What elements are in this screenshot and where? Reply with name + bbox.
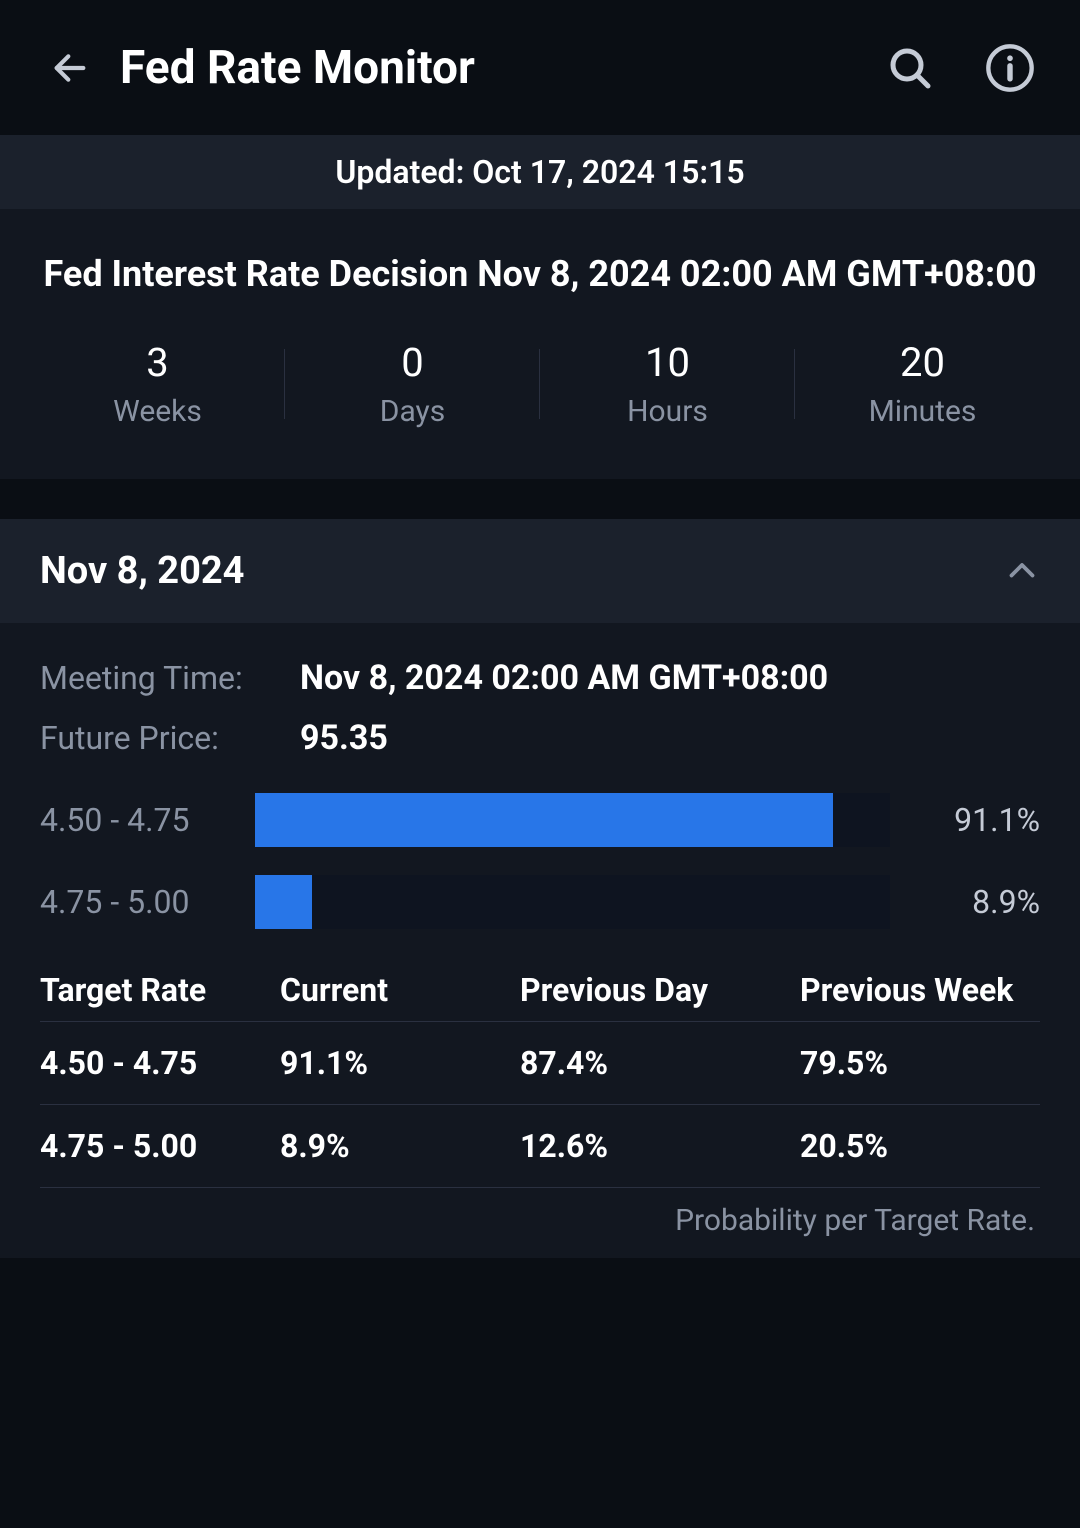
countdown-hours: 10 Hours xyxy=(540,339,795,429)
countdown-value: 0 xyxy=(285,339,540,386)
info-icon xyxy=(984,42,1036,94)
countdown-label: Minutes xyxy=(795,394,1050,429)
bar-track xyxy=(255,875,890,929)
meeting-time-value: Nov 8, 2024 02:00 AM GMT+08:00 xyxy=(300,658,828,698)
decision-title: Fed Interest Rate Decision Nov 8, 2024 0… xyxy=(30,249,1050,299)
table-header: Target Rate Current Previous Day Previou… xyxy=(40,959,1040,1022)
bar-range-label: 4.75 - 5.00 xyxy=(40,883,255,921)
td-range: 4.75 - 5.00 xyxy=(40,1127,280,1165)
countdown-label: Days xyxy=(285,394,540,429)
meeting-date-header[interactable]: Nov 8, 2024 xyxy=(0,519,1080,623)
countdown-weeks: 3 Weeks xyxy=(30,339,285,429)
td-prev-week: 79.5% xyxy=(800,1044,1040,1082)
arrow-left-icon xyxy=(50,48,90,88)
bar-row: 4.75 - 5.00 8.9% xyxy=(40,875,1040,929)
th-current: Current xyxy=(280,971,520,1009)
table-row: 4.50 - 4.75 91.1% 87.4% 79.5% xyxy=(40,1022,1040,1105)
meeting-time-label: Meeting Time: xyxy=(40,659,300,697)
th-target-rate: Target Rate xyxy=(40,971,280,1009)
table-row: 4.75 - 5.00 8.9% 12.6% 20.5% xyxy=(40,1105,1040,1188)
bar-fill xyxy=(255,875,312,929)
info-button[interactable] xyxy=(980,38,1040,98)
td-current: 8.9% xyxy=(280,1127,520,1165)
probability-bars: 4.50 - 4.75 91.1% 4.75 - 5.00 8.9% xyxy=(40,793,1040,929)
bar-range-label: 4.50 - 4.75 xyxy=(40,801,255,839)
future-price-row: Future Price: 95.35 xyxy=(40,718,1040,758)
td-range: 4.50 - 4.75 xyxy=(40,1044,280,1082)
countdown-label: Weeks xyxy=(30,394,285,429)
meeting-details: Meeting Time: Nov 8, 2024 02:00 AM GMT+0… xyxy=(0,623,1080,1258)
countdown: 3 Weeks 0 Days 10 Hours 20 Minutes xyxy=(30,339,1050,429)
countdown-value: 20 xyxy=(795,339,1050,386)
table-footnote: Probability per Target Rate. xyxy=(40,1203,1040,1238)
search-button[interactable] xyxy=(880,38,940,98)
meeting-date-text: Nov 8, 2024 xyxy=(40,549,244,593)
bar-fill xyxy=(255,793,833,847)
chevron-up-icon xyxy=(1004,553,1040,589)
th-prev-day: Previous Day xyxy=(520,971,800,1009)
td-prev-day: 87.4% xyxy=(520,1044,800,1082)
decision-section: Fed Interest Rate Decision Nov 8, 2024 0… xyxy=(0,209,1080,479)
bar-row: 4.50 - 4.75 91.1% xyxy=(40,793,1040,847)
future-price-label: Future Price: xyxy=(40,719,300,757)
bar-percent: 91.1% xyxy=(890,801,1040,839)
td-current: 91.1% xyxy=(280,1044,520,1082)
countdown-days: 0 Days xyxy=(285,339,540,429)
bar-percent: 8.9% xyxy=(890,883,1040,921)
td-prev-day: 12.6% xyxy=(520,1127,800,1165)
td-prev-week: 20.5% xyxy=(800,1127,1040,1165)
future-price-value: 95.35 xyxy=(300,718,388,758)
app-header: Fed Rate Monitor xyxy=(0,0,1080,135)
probability-table: Target Rate Current Previous Day Previou… xyxy=(40,959,1040,1188)
page-title: Fed Rate Monitor xyxy=(120,41,840,95)
meeting-time-row: Meeting Time: Nov 8, 2024 02:00 AM GMT+0… xyxy=(40,658,1040,698)
back-button[interactable] xyxy=(40,38,100,98)
th-prev-week: Previous Week xyxy=(800,971,1040,1009)
countdown-value: 10 xyxy=(540,339,795,386)
bar-track xyxy=(255,793,890,847)
updated-timestamp: Updated: Oct 17, 2024 15:15 xyxy=(0,135,1080,209)
countdown-minutes: 20 Minutes xyxy=(795,339,1050,429)
countdown-value: 3 xyxy=(30,339,285,386)
countdown-label: Hours xyxy=(540,394,795,429)
search-icon xyxy=(886,44,934,92)
